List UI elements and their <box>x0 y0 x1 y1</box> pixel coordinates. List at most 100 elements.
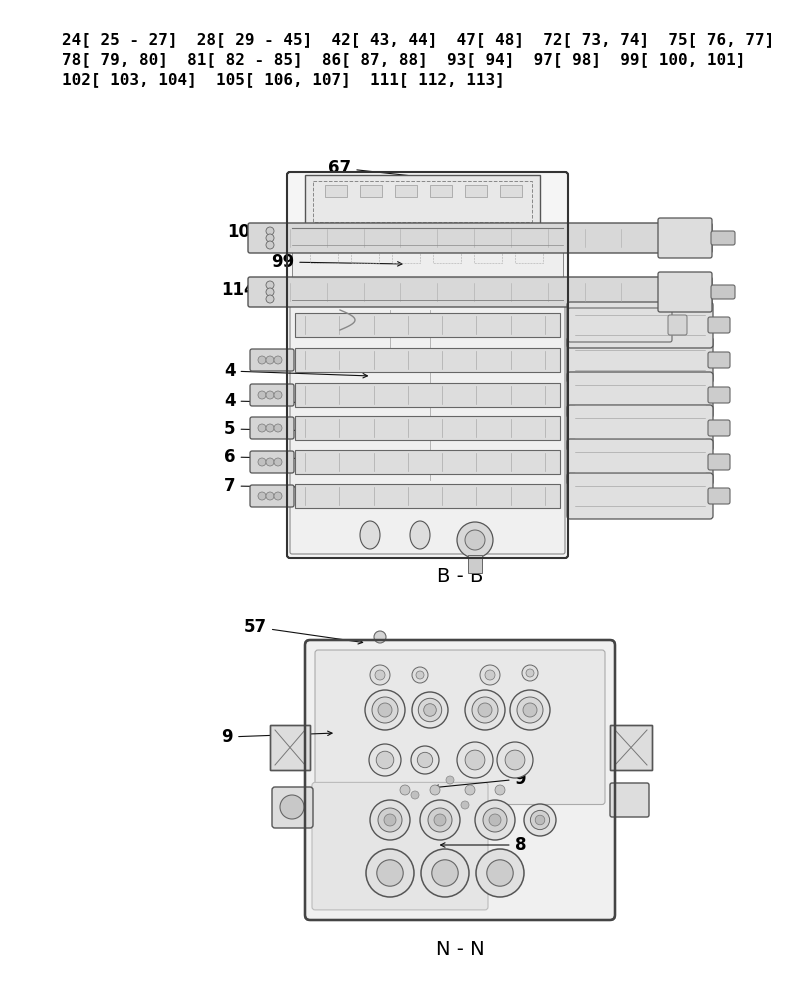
Circle shape <box>478 703 491 717</box>
Circle shape <box>258 391 266 399</box>
Circle shape <box>522 703 536 717</box>
FancyBboxPatch shape <box>609 783 648 817</box>
Circle shape <box>266 492 274 500</box>
Text: 8: 8 <box>440 836 525 854</box>
Circle shape <box>421 849 468 897</box>
FancyBboxPatch shape <box>247 223 711 253</box>
Circle shape <box>456 522 492 558</box>
Circle shape <box>419 800 459 840</box>
Text: 4: 4 <box>224 362 367 380</box>
FancyBboxPatch shape <box>566 337 712 383</box>
Bar <box>295 348 560 372</box>
FancyBboxPatch shape <box>710 231 734 245</box>
FancyBboxPatch shape <box>250 349 294 371</box>
Circle shape <box>266 458 274 466</box>
Circle shape <box>258 458 266 466</box>
Circle shape <box>415 671 423 679</box>
Circle shape <box>377 808 402 832</box>
Circle shape <box>431 860 458 886</box>
Circle shape <box>376 751 393 769</box>
Circle shape <box>525 669 533 677</box>
FancyBboxPatch shape <box>566 439 712 485</box>
Circle shape <box>464 530 484 550</box>
Circle shape <box>427 808 451 832</box>
Text: 102: 102 <box>227 223 378 241</box>
Bar <box>270 725 310 770</box>
Circle shape <box>274 356 282 364</box>
Bar <box>430 185 451 197</box>
Circle shape <box>258 424 266 432</box>
FancyBboxPatch shape <box>271 787 312 828</box>
Bar <box>360 185 381 197</box>
Circle shape <box>266 391 274 399</box>
Bar <box>474 249 501 263</box>
Text: 67: 67 <box>328 159 454 182</box>
Circle shape <box>258 356 266 364</box>
Text: 102[ 103, 104]  105[ 106, 107]  111[ 112, 113]: 102[ 103, 104] 105[ 106, 107] 111[ 112, … <box>62 72 504 87</box>
Bar <box>351 249 378 263</box>
FancyBboxPatch shape <box>250 485 294 507</box>
Circle shape <box>418 698 441 722</box>
Text: 9: 9 <box>222 728 332 746</box>
FancyBboxPatch shape <box>250 384 294 406</box>
Bar <box>394 185 417 197</box>
Circle shape <box>464 785 475 795</box>
Circle shape <box>373 631 385 643</box>
Circle shape <box>377 860 402 886</box>
Circle shape <box>479 665 499 685</box>
Circle shape <box>535 815 544 825</box>
Circle shape <box>369 800 410 840</box>
Circle shape <box>434 814 446 826</box>
Circle shape <box>509 690 549 730</box>
FancyBboxPatch shape <box>312 782 487 910</box>
Circle shape <box>475 849 524 897</box>
Bar <box>312 181 532 222</box>
Circle shape <box>410 746 438 774</box>
Text: 7: 7 <box>224 477 367 495</box>
FancyBboxPatch shape <box>707 352 729 368</box>
Circle shape <box>483 808 507 832</box>
Circle shape <box>446 776 454 784</box>
Circle shape <box>274 424 282 432</box>
Circle shape <box>266 241 274 249</box>
Text: 24[ 25 - 27]  28[ 29 - 45]  42[ 43, 44]  47[ 48]  72[ 73, 74]  75[ 76, 77]: 24[ 25 - 27] 28[ 29 - 45] 42[ 43, 44] 47… <box>62 32 773 47</box>
Circle shape <box>417 752 432 768</box>
Circle shape <box>486 860 512 886</box>
Bar <box>467 555 482 573</box>
Circle shape <box>274 391 282 399</box>
Bar <box>515 249 542 263</box>
Circle shape <box>266 356 274 364</box>
Circle shape <box>530 810 549 830</box>
Circle shape <box>464 690 504 730</box>
Circle shape <box>374 670 385 680</box>
FancyBboxPatch shape <box>707 454 729 470</box>
Bar <box>291 244 562 278</box>
Text: B - B: B - B <box>436 568 483 586</box>
FancyBboxPatch shape <box>566 473 712 519</box>
Ellipse shape <box>410 521 430 549</box>
Circle shape <box>384 814 396 826</box>
FancyBboxPatch shape <box>566 302 712 348</box>
Circle shape <box>471 697 497 723</box>
FancyBboxPatch shape <box>657 272 711 312</box>
Circle shape <box>521 665 537 681</box>
Circle shape <box>430 785 439 795</box>
Circle shape <box>495 785 504 795</box>
Bar <box>324 185 347 197</box>
Text: 9: 9 <box>434 770 525 789</box>
FancyBboxPatch shape <box>710 285 734 299</box>
Text: 99: 99 <box>271 253 402 271</box>
Bar <box>433 249 460 263</box>
Bar <box>609 725 651 770</box>
Circle shape <box>266 295 274 303</box>
Text: 6: 6 <box>224 448 367 466</box>
Text: 4: 4 <box>224 392 367 410</box>
Text: N - N: N - N <box>435 940 483 959</box>
Bar <box>392 249 419 263</box>
FancyBboxPatch shape <box>707 317 729 333</box>
Circle shape <box>524 804 556 836</box>
Circle shape <box>266 281 274 289</box>
Circle shape <box>504 750 524 770</box>
FancyBboxPatch shape <box>657 218 711 258</box>
Ellipse shape <box>360 521 380 549</box>
